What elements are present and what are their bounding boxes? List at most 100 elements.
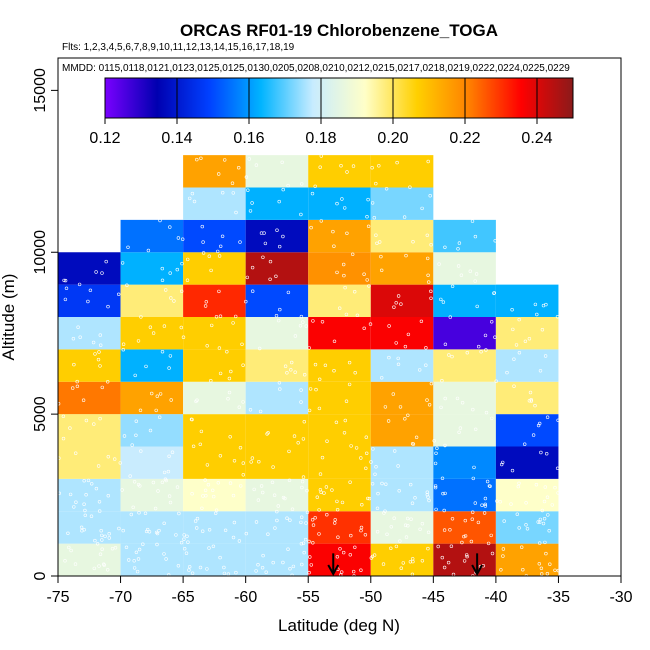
sample-point xyxy=(420,521,425,526)
sample-point xyxy=(97,500,102,504)
sample-point xyxy=(477,344,481,349)
heatmap-cell xyxy=(370,219,434,253)
sample-point xyxy=(465,553,469,557)
sample-point xyxy=(207,528,212,532)
y-tick-label: 5000 xyxy=(32,396,49,432)
sample-point xyxy=(406,523,410,528)
sample-point xyxy=(448,528,452,532)
sample-point xyxy=(368,322,373,326)
sample-point xyxy=(248,209,253,213)
x-tick-label: -50 xyxy=(359,589,382,606)
sample-point xyxy=(298,324,303,328)
sample-point xyxy=(271,465,275,469)
sample-point xyxy=(69,548,73,553)
sample-point xyxy=(522,442,527,446)
sample-point xyxy=(244,299,248,304)
sample-point xyxy=(399,302,403,306)
sample-point xyxy=(335,499,339,504)
sample-point xyxy=(190,417,194,422)
sample-point xyxy=(335,508,340,512)
sample-point xyxy=(533,302,538,307)
sample-point xyxy=(291,564,296,569)
sample-point xyxy=(389,546,393,550)
sample-point xyxy=(471,510,475,514)
sample-point xyxy=(483,333,488,338)
sample-point xyxy=(302,550,306,555)
sample-point xyxy=(182,537,186,541)
sample-point xyxy=(67,545,71,550)
sample-point xyxy=(492,291,496,295)
sample-point xyxy=(465,351,469,355)
sample-point xyxy=(113,546,118,550)
heatmap-cell xyxy=(370,187,434,220)
sample-point xyxy=(347,382,352,387)
heatmap-cell xyxy=(183,219,246,253)
sample-point xyxy=(517,317,521,322)
sample-point xyxy=(365,278,369,282)
sample-point xyxy=(83,508,87,513)
sample-point xyxy=(266,431,270,435)
sample-point xyxy=(199,156,203,161)
sample-point xyxy=(351,252,355,257)
sample-point xyxy=(148,325,153,329)
y-tick-label: 0 xyxy=(32,571,49,580)
sample-point xyxy=(101,562,106,566)
sample-point xyxy=(217,346,222,350)
sample-point xyxy=(498,500,502,504)
sample-point xyxy=(495,499,499,503)
sample-point xyxy=(164,478,168,483)
sample-point xyxy=(443,443,447,448)
sample-point xyxy=(546,513,550,517)
sample-point xyxy=(510,468,515,473)
sample-point xyxy=(345,231,349,236)
sample-point xyxy=(367,284,371,288)
sample-point xyxy=(449,544,454,548)
sample-point xyxy=(455,396,460,401)
sample-point xyxy=(462,534,466,539)
sample-point xyxy=(531,433,536,437)
sample-point xyxy=(71,337,76,341)
sample-point xyxy=(120,488,124,492)
sample-point xyxy=(334,420,339,424)
sample-point xyxy=(169,398,173,402)
heatmap-cell xyxy=(308,252,371,285)
sample-point xyxy=(300,485,304,490)
sample-point xyxy=(322,491,326,495)
sample-point xyxy=(373,472,377,476)
sample-point xyxy=(332,244,336,248)
sample-point xyxy=(335,270,339,275)
sample-point xyxy=(214,511,218,515)
sample-point xyxy=(458,426,463,430)
sample-point xyxy=(439,405,443,410)
sample-point xyxy=(301,475,306,479)
sample-point xyxy=(528,390,533,395)
sample-point xyxy=(261,553,265,558)
sample-point xyxy=(366,197,370,202)
sample-point xyxy=(193,519,198,523)
sample-point xyxy=(210,323,214,328)
sample-point xyxy=(308,555,312,559)
sample-point xyxy=(427,403,432,407)
sample-point xyxy=(86,478,91,483)
heatmap-cell xyxy=(308,349,371,382)
sample-point xyxy=(476,520,481,525)
sample-point xyxy=(131,505,135,509)
sample-point xyxy=(535,312,539,317)
sample-point xyxy=(281,560,285,565)
sample-point xyxy=(231,191,236,195)
sample-point xyxy=(116,292,121,296)
heatmap-cell xyxy=(370,155,434,188)
heatmap-cell xyxy=(120,317,184,350)
sample-point xyxy=(132,559,136,563)
sample-point xyxy=(324,485,329,489)
sample-point xyxy=(190,191,195,196)
sample-point xyxy=(367,496,372,501)
sample-point xyxy=(524,501,528,505)
sample-point xyxy=(330,488,334,492)
sample-point xyxy=(91,340,96,345)
sample-point xyxy=(435,446,439,450)
sample-point xyxy=(383,509,387,513)
x-tick-label: -45 xyxy=(422,589,445,606)
sample-point xyxy=(543,540,547,545)
sample-point xyxy=(456,247,460,251)
